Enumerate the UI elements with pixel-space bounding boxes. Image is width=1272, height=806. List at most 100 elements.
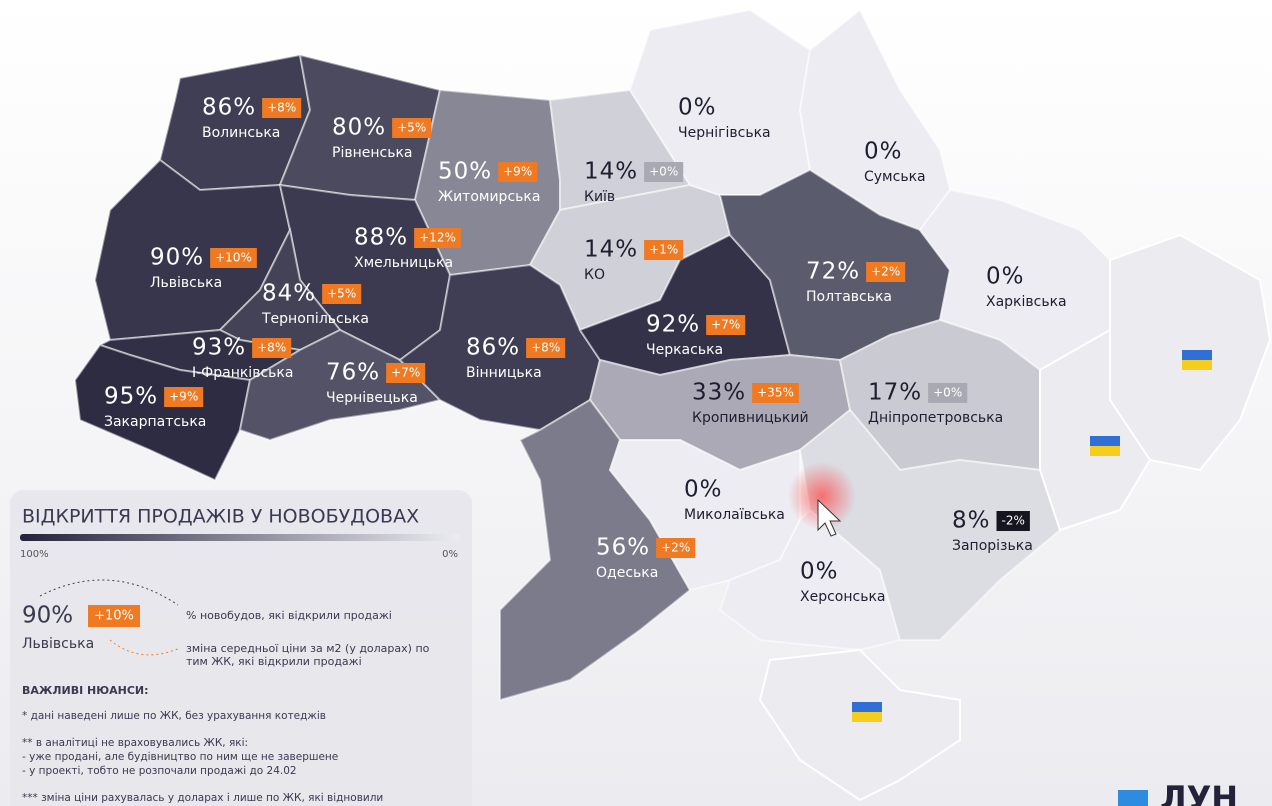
- region-share: 14%: [584, 237, 638, 263]
- note: ** в аналітиці не враховувались ЖК, які:: [22, 737, 248, 749]
- region-name: Рівненська: [332, 145, 413, 161]
- region-change: +2%: [661, 541, 690, 555]
- region-share: 72%: [806, 259, 860, 285]
- change-badge: [928, 383, 968, 403]
- region-label: 88% Хмельницька +12%: [354, 225, 461, 271]
- change-badge: [386, 363, 426, 383]
- legend-title: ВІДКРИТТЯ ПРОДАЖІВ У НОВОБУДОВАХ: [22, 506, 419, 528]
- change-badge: [210, 248, 257, 268]
- region-name: Київ: [584, 189, 615, 205]
- legend-example-value: 90%: [22, 603, 73, 629]
- note: *** зміна ціни рахувалась у доларах і ли…: [22, 792, 383, 804]
- legend-share-note: % новобудов, які відкрили продажі: [186, 609, 392, 622]
- region-label: 0% Херсонська: [800, 559, 886, 606]
- region-label: 17% Дніпропетровська +0%: [868, 380, 1003, 427]
- legend-scale: [20, 534, 460, 541]
- change-badge: [252, 338, 292, 358]
- region-change: +8%: [257, 341, 286, 355]
- region-share: 0%: [684, 477, 723, 503]
- region-label: 86% Вінницька +8%: [466, 335, 566, 381]
- legend-example-name: Львівська: [22, 636, 94, 652]
- change-badge: [322, 284, 362, 304]
- region-name: Кропивницький: [692, 410, 809, 426]
- change-badge: [644, 240, 684, 260]
- region-label: 50% Житомирська +9%: [438, 159, 540, 206]
- region-share: 56%: [596, 535, 650, 561]
- change-badge: [526, 338, 566, 358]
- region-name: І-Франківська: [192, 365, 293, 381]
- region-change: +9%: [169, 390, 198, 404]
- region-change: +1%: [649, 243, 678, 257]
- region-share: 0%: [800, 559, 839, 585]
- region-name: Тернопільська: [261, 311, 369, 327]
- region-name: Харківська: [986, 294, 1067, 310]
- region-name: Вінницька: [466, 365, 542, 381]
- region-share: 0%: [864, 139, 903, 165]
- region-share: 0%: [986, 264, 1025, 290]
- region-label: 93% І-Франківська +8%: [192, 335, 293, 382]
- occupied-regions: [758, 233, 1272, 802]
- change-badge: [996, 511, 1030, 531]
- change-badge: [752, 383, 799, 403]
- change-badge: [392, 118, 432, 138]
- legend-example-change: +10%: [94, 609, 134, 624]
- region-name: Черкаська: [646, 342, 723, 358]
- region-share: 86%: [466, 335, 520, 361]
- legend-scale-min: 0%: [442, 549, 458, 560]
- region: [798, 408, 1062, 641]
- region-change: -2%: [1002, 514, 1025, 528]
- region-name: Полтавська: [806, 289, 892, 305]
- region-label: 80% Рівненська +5%: [332, 115, 432, 161]
- region-change: +0%: [933, 386, 962, 400]
- flag: [1182, 350, 1212, 370]
- legend-example-badge: [88, 605, 140, 627]
- region-share: 50%: [438, 159, 492, 185]
- legend-scale-max: 100%: [20, 549, 49, 560]
- region-name: Львівська: [150, 275, 222, 291]
- region-change: +8%: [531, 341, 560, 355]
- region-share: 14%: [584, 159, 638, 185]
- change-badge: [656, 538, 696, 558]
- region-change: +7%: [391, 366, 420, 380]
- flag: [1090, 436, 1120, 456]
- region-label: 8% Запорізька -2%: [952, 508, 1033, 555]
- region-change: +8%: [267, 101, 296, 115]
- region-share: 84%: [262, 281, 316, 307]
- region-share: 8%: [952, 508, 991, 534]
- note: - уже продані, але будівництво по ним ще…: [22, 751, 338, 763]
- notes-heading: ВАЖЛИВІ НЮАНСИ:: [22, 684, 149, 697]
- change-badge: [644, 162, 684, 182]
- region-change: +7%: [711, 318, 740, 332]
- region-share: 95%: [104, 384, 158, 410]
- region-label: 33% Кропивницький +35%: [692, 380, 809, 427]
- region-crimea: [758, 648, 961, 802]
- legend-change-note: тим ЖК, які відкрили продажі: [186, 655, 362, 668]
- region-share: 17%: [868, 380, 922, 406]
- region-label: 0% Харківська: [986, 264, 1067, 311]
- region-change: +10%: [215, 251, 252, 265]
- legend-box: [10, 490, 472, 806]
- region-change: +35%: [757, 386, 794, 400]
- region-label: 86% Волинська +8%: [202, 95, 302, 141]
- change-badge: [414, 228, 461, 248]
- region-name: Сумська: [864, 169, 926, 185]
- region-change: +5%: [327, 287, 356, 301]
- legend-panel: ВІДКРИТТЯ ПРОДАЖІВ У НОВОБУДОВАХ 100% 0%…: [10, 490, 472, 806]
- region-change: +12%: [419, 231, 456, 245]
- region-name: Одеська: [596, 565, 658, 581]
- change-badge: [498, 162, 538, 182]
- legend-leader: [109, 639, 181, 656]
- region-share: 92%: [646, 312, 700, 338]
- region-label: 92% Черкаська +7%: [646, 312, 746, 358]
- note: * дані наведені лише по ЖК, без урахуван…: [22, 710, 326, 722]
- region-share: 88%: [354, 225, 408, 251]
- region-name: Миколаївська: [684, 507, 785, 523]
- region-label: 72% Полтавська +2%: [806, 259, 906, 305]
- legend-change-note: зміна середньої ціни за м2 (у доларах) п…: [186, 642, 430, 655]
- region-label: 0% Чернігівська: [678, 95, 771, 142]
- region-name: Хмельницька: [354, 255, 453, 271]
- region-label: 0% Миколаївська: [684, 477, 785, 524]
- region-share: 33%: [692, 380, 746, 406]
- region-share: 0%: [678, 95, 717, 121]
- region-change: +0%: [649, 165, 678, 179]
